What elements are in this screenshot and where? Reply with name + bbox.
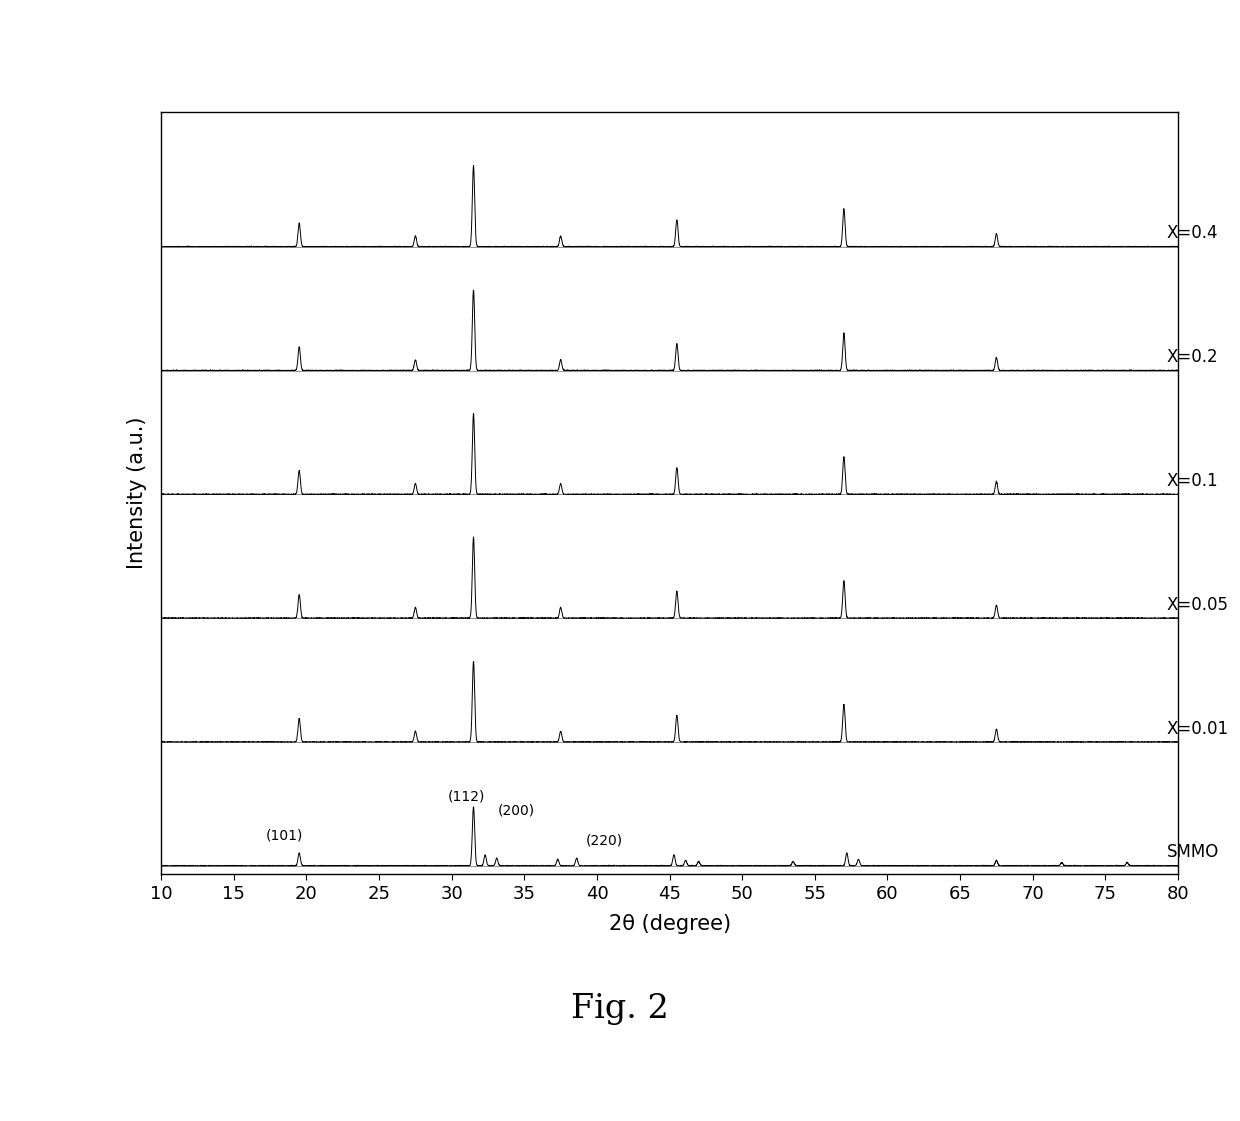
- Text: Fig. 2: Fig. 2: [572, 993, 668, 1025]
- Text: X=0.01: X=0.01: [1167, 720, 1229, 738]
- Text: X=0.2: X=0.2: [1167, 349, 1218, 367]
- Y-axis label: Intensity (a.u.): Intensity (a.u.): [128, 417, 148, 569]
- Text: (200): (200): [498, 804, 536, 817]
- Text: X=0.4: X=0.4: [1167, 224, 1218, 242]
- Text: (112): (112): [448, 789, 485, 804]
- Text: (101): (101): [267, 828, 304, 842]
- X-axis label: 2θ (degree): 2θ (degree): [609, 914, 730, 934]
- Text: X=0.1: X=0.1: [1167, 472, 1218, 490]
- Text: X=0.05: X=0.05: [1167, 596, 1229, 614]
- Text: (220): (220): [585, 833, 622, 847]
- Text: SMMO: SMMO: [1167, 843, 1219, 861]
